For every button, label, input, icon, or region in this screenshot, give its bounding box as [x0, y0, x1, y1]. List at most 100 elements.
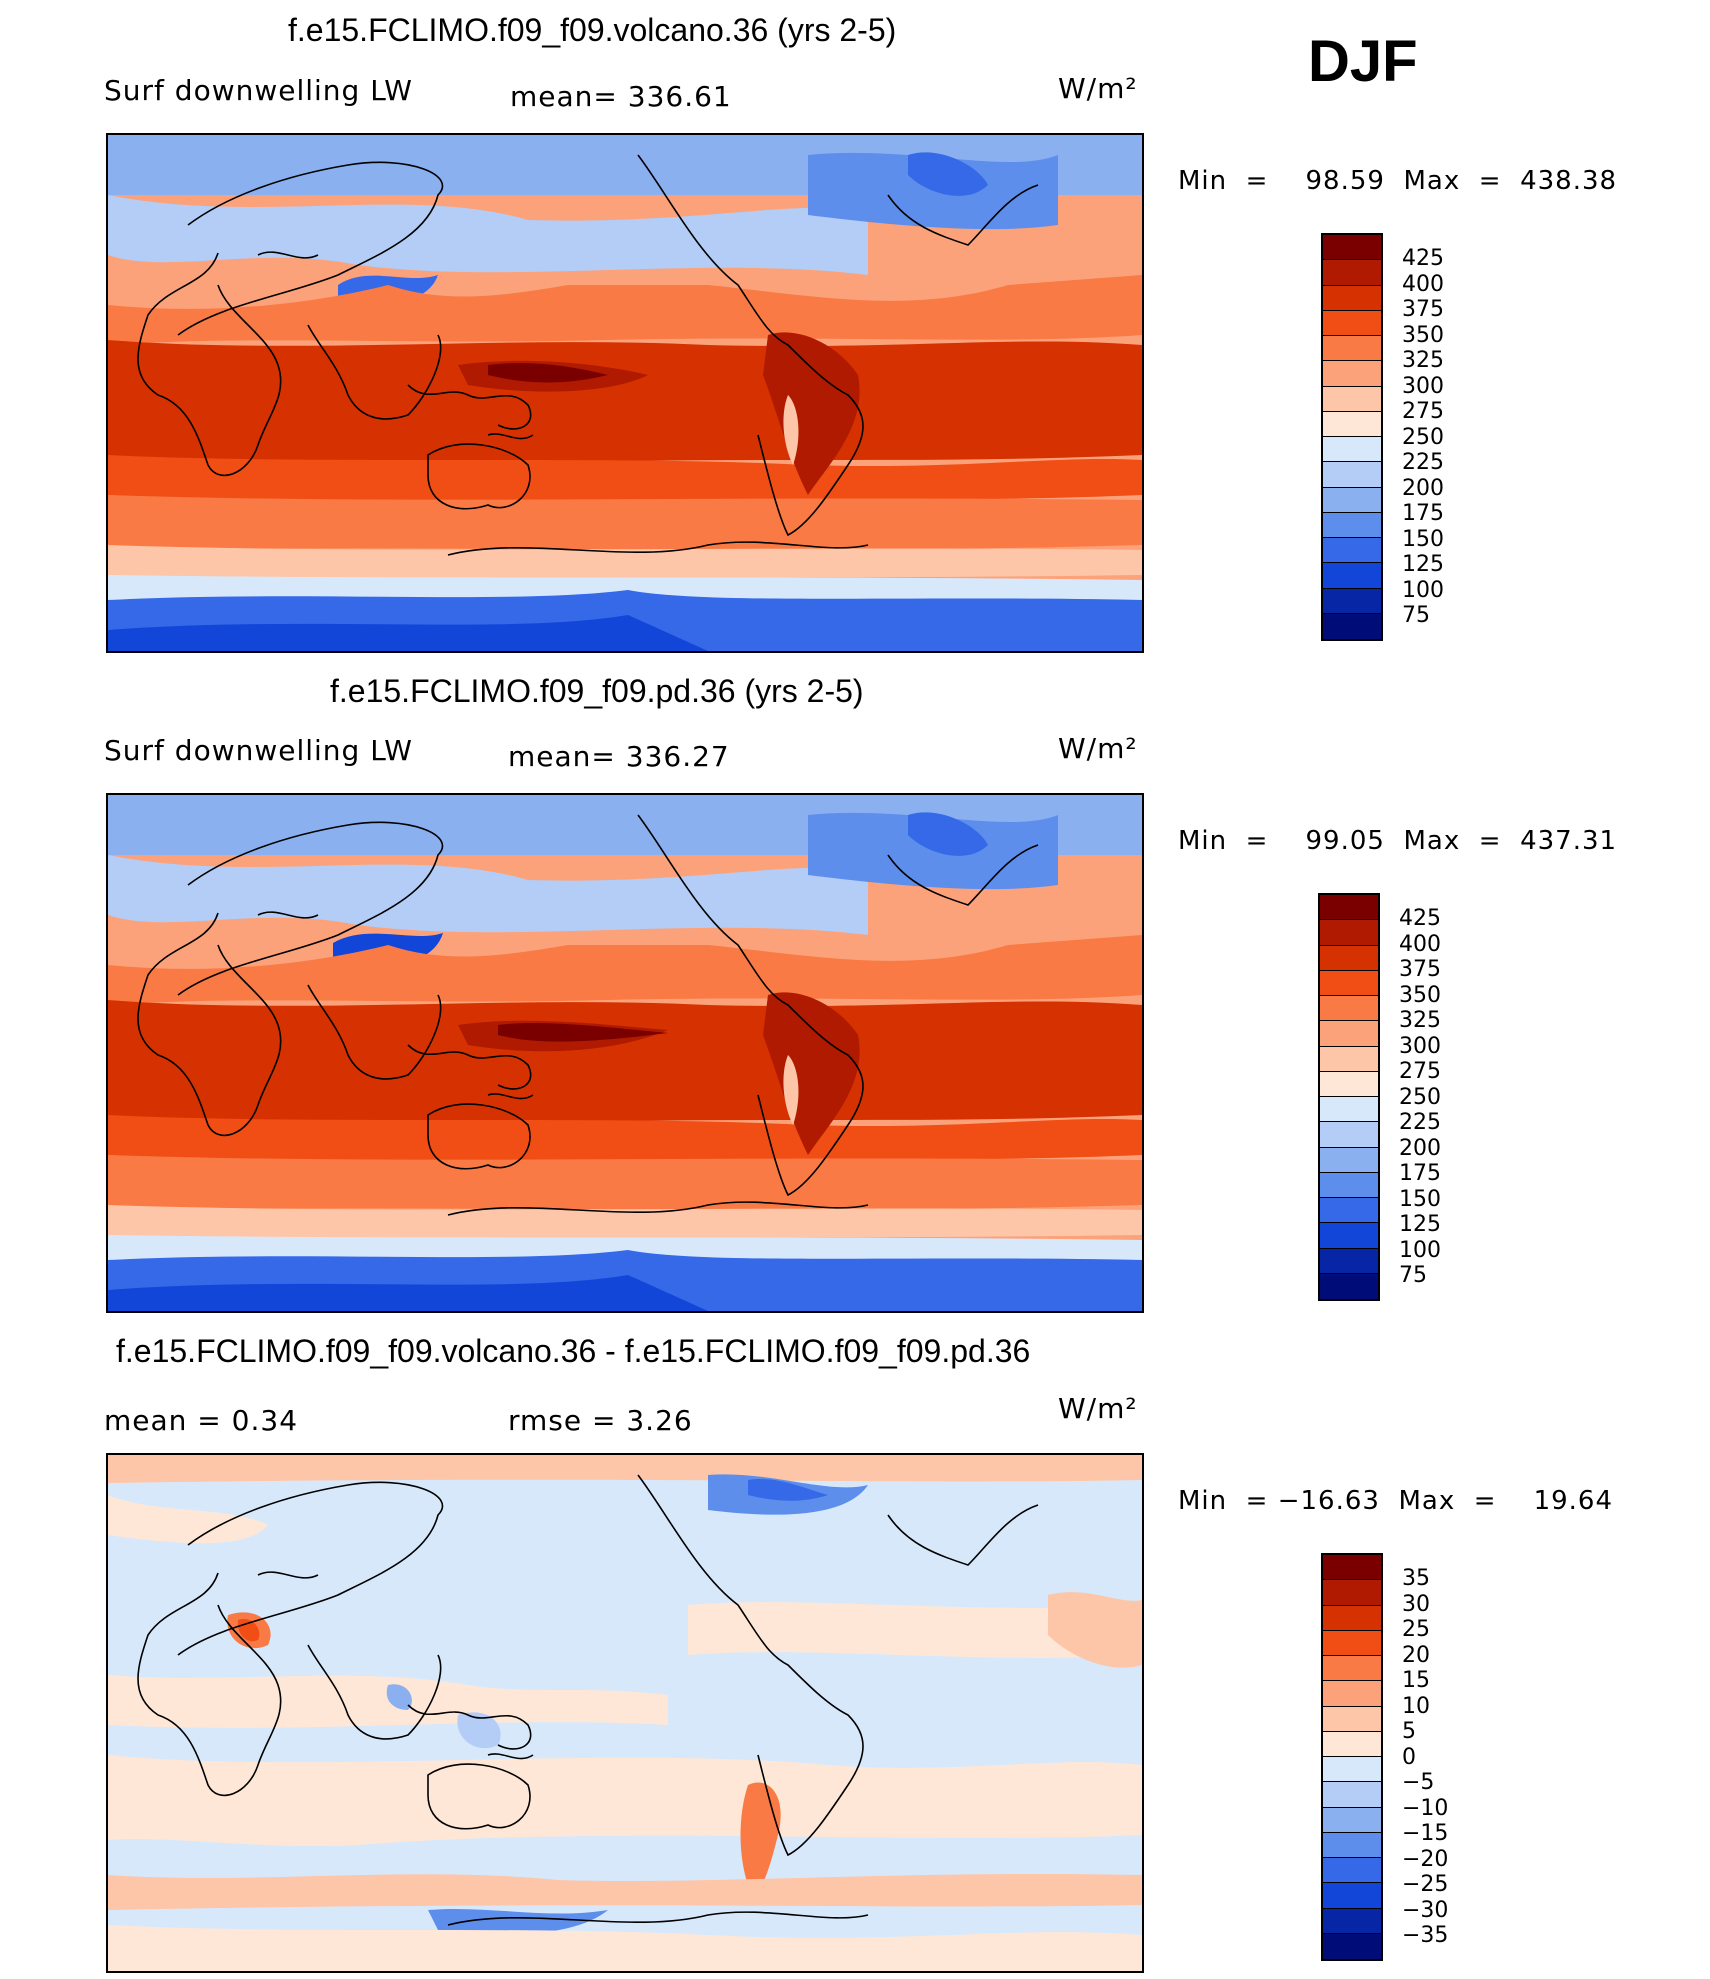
panel-1-minmax: Min = 98.59 Max = 438.38 [1178, 166, 1618, 196]
colorbar-3-label: −20 [1402, 1846, 1449, 1872]
colorbar-1-swatch [1323, 563, 1381, 589]
colorbar-3-label: 5 [1402, 1719, 1416, 1744]
panel-3-minmax: Min = −16.63 Max = 19.64 [1178, 1486, 1614, 1516]
colorbar-2-label: 350 [1399, 982, 1441, 1008]
colorbar-1-swatch [1323, 411, 1381, 437]
colorbar-2-label: 300 [1399, 1033, 1441, 1059]
colorbar-3-swatch [1323, 1883, 1381, 1909]
panel-2-title: f.e15.FCLIMO.f09_f09.pd.36 (yrs 2-5) [330, 673, 864, 709]
colorbar-1-swatch [1323, 285, 1381, 311]
panel-2-colorbar-labels: 425 400 375 350 325 300 275 250 225 200 … [1399, 906, 1489, 1289]
panel-2-colorbar [1318, 893, 1380, 1301]
colorbar-1-swatch [1323, 512, 1381, 538]
colorbar-2-swatch [1320, 945, 1378, 971]
colorbar-3-label: −5 [1402, 1770, 1435, 1795]
colorbar-1-swatch [1323, 260, 1381, 286]
colorbar-1-label: 350 [1402, 322, 1444, 348]
colorbar-2-swatch [1320, 970, 1378, 996]
colorbar-3-swatch [1323, 1782, 1381, 1808]
colorbar-3-label: −15 [1402, 1821, 1449, 1846]
colorbar-2-label: 100 [1399, 1237, 1441, 1263]
colorbar-2-label: 400 [1399, 931, 1441, 957]
colorbar-3-swatch [1323, 1656, 1381, 1682]
panel-3-colorbar [1321, 1553, 1383, 1961]
panel-3-colorbar-labels: 35 30 25 20 15 10 5 0 −5 −10 −15 −20 −25… [1402, 1566, 1492, 1949]
panel-2-variable-label: Surf downwelling LW [104, 734, 413, 767]
panel-3-map [106, 1453, 1144, 1973]
colorbar-1-swatch [1323, 462, 1381, 488]
panel-3-mean-label: mean = 0.34 [104, 1404, 299, 1437]
colorbar-3-swatch [1323, 1555, 1381, 1581]
colorbar-1-label: 225 [1402, 450, 1444, 475]
colorbar-1-label: 150 [1402, 526, 1444, 552]
colorbar-1-swatch [1323, 386, 1381, 412]
colorbar-3-label: 30 [1402, 1591, 1430, 1617]
colorbar-3-label: 35 [1402, 1566, 1430, 1591]
colorbar-1-label: 200 [1402, 475, 1444, 501]
colorbar-2-swatch [1320, 1046, 1378, 1072]
colorbar-1-swatch [1323, 310, 1381, 336]
colorbar-3-swatch [1323, 1908, 1381, 1934]
colorbar-2-label: 125 [1399, 1212, 1441, 1237]
colorbar-3-swatch [1323, 1706, 1381, 1732]
panel-1-map [106, 133, 1144, 653]
colorbar-2-swatch [1320, 1097, 1378, 1123]
colorbar-2-swatch [1320, 895, 1378, 921]
colorbar-2-swatch [1320, 1273, 1378, 1299]
panel-1-mean-label: mean= 336.61 [510, 80, 732, 113]
colorbar-3-label: 0 [1402, 1744, 1416, 1770]
colorbar-1-swatch [1323, 487, 1381, 513]
colorbar-2-label: 200 [1399, 1135, 1441, 1161]
colorbar-1-label: 325 [1402, 348, 1444, 373]
colorbar-3-label: −30 [1402, 1897, 1449, 1923]
colorbar-1-label: 375 [1402, 297, 1444, 322]
colorbar-3-swatch [1323, 1933, 1381, 1959]
colorbar-1-swatch [1323, 361, 1381, 387]
panel-1-colorbar-labels: 425 400 375 350 325 300 275 250 225 200 … [1402, 246, 1492, 629]
colorbar-2-label: 375 [1399, 957, 1441, 982]
panel-1-title: f.e15.FCLIMO.f09_f09.volcano.36 (yrs 2-5… [288, 12, 897, 48]
season-label: DJF [1308, 29, 1418, 94]
colorbar-2-swatch [1320, 1172, 1378, 1198]
colorbar-2-swatch [1320, 1021, 1378, 1047]
panel-3-units: W/m² [1058, 1392, 1138, 1425]
colorbar-1-label: 275 [1402, 399, 1444, 424]
panel-2-mean-label: mean= 336.27 [508, 740, 730, 773]
colorbar-2-swatch [1320, 1223, 1378, 1249]
panel-3-rmse-label: rmse = 3.26 [508, 1404, 693, 1437]
colorbar-1-label: 75 [1402, 603, 1430, 628]
colorbar-1-swatch [1323, 538, 1381, 564]
colorbar-3-swatch [1323, 1580, 1381, 1606]
colorbar-3-label: −10 [1402, 1795, 1449, 1821]
colorbar-2-swatch [1320, 1071, 1378, 1097]
colorbar-3-swatch [1323, 1605, 1381, 1631]
colorbar-3-swatch [1323, 1858, 1381, 1884]
colorbar-1-label: 300 [1402, 373, 1444, 399]
colorbar-1-label: 125 [1402, 552, 1444, 577]
colorbar-1-swatch [1323, 437, 1381, 463]
colorbar-3-swatch [1323, 1630, 1381, 1656]
colorbar-1-swatch [1323, 235, 1381, 261]
colorbar-3-swatch [1323, 1681, 1381, 1707]
colorbar-2-label: 175 [1399, 1161, 1441, 1186]
panel-2-map [106, 793, 1144, 1313]
colorbar-2-swatch [1320, 1248, 1378, 1274]
colorbar-1-swatch [1323, 336, 1381, 362]
panel-1-variable-label: Surf downwelling LW [104, 74, 413, 107]
colorbar-2-swatch [1320, 1198, 1378, 1224]
colorbar-2-label: 250 [1399, 1084, 1441, 1110]
colorbar-3-label: 15 [1402, 1668, 1430, 1693]
panel-3-title: f.e15.FCLIMO.f09_f09.volcano.36 - f.e15.… [116, 1333, 1031, 1369]
panel-2-minmax: Min = 99.05 Max = 437.31 [1178, 826, 1618, 856]
colorbar-3-label: 25 [1402, 1617, 1430, 1642]
colorbar-3-label: −35 [1402, 1923, 1449, 1948]
colorbar-2-label: 75 [1399, 1263, 1427, 1288]
colorbar-2-label: 425 [1399, 906, 1441, 931]
colorbar-2-label: 225 [1399, 1110, 1441, 1135]
colorbar-1-label: 400 [1402, 271, 1444, 297]
panel-1-colorbar [1321, 233, 1383, 641]
colorbar-3-label: 20 [1402, 1642, 1430, 1668]
colorbar-2-label: 275 [1399, 1059, 1441, 1084]
colorbar-3-label: 10 [1402, 1693, 1430, 1719]
colorbar-3-swatch [1323, 1832, 1381, 1858]
